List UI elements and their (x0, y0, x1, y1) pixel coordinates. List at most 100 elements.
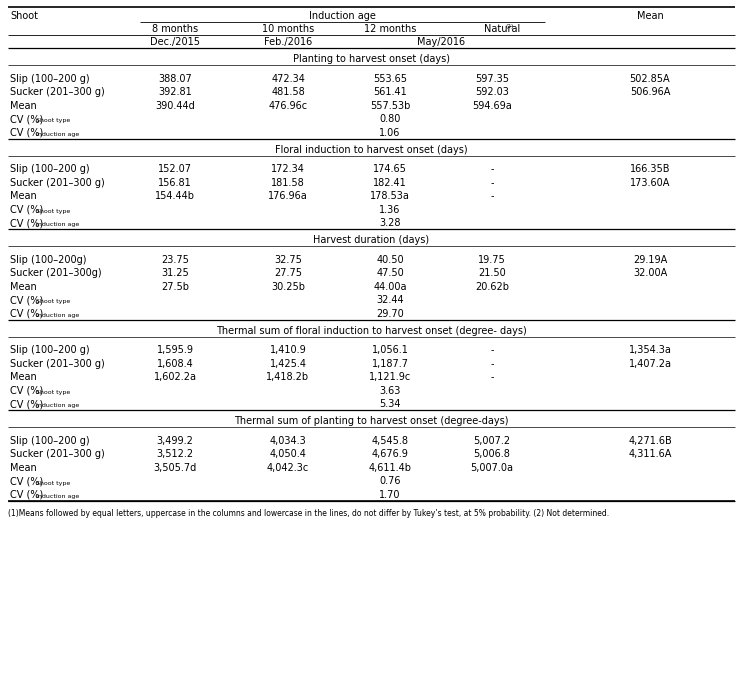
Text: Slip (100–200 g): Slip (100–200 g) (10, 164, 90, 174)
Text: 166.35B: 166.35B (630, 164, 670, 174)
Text: 154.44b: 154.44b (155, 191, 195, 201)
Text: 32.44: 32.44 (376, 295, 403, 305)
Text: 27.5b: 27.5b (161, 282, 189, 292)
Text: -: - (490, 372, 494, 382)
Text: Shoot type: Shoot type (36, 390, 71, 395)
Text: CV (%): CV (%) (10, 490, 43, 499)
Text: 182.41: 182.41 (373, 178, 407, 188)
Text: CV (%): CV (%) (10, 295, 43, 305)
Text: 388.07: 388.07 (158, 74, 192, 84)
Text: (1)Means followed by equal letters, uppercase in the columns and lowercase in th: (1)Means followed by equal letters, uppe… (8, 509, 609, 518)
Text: 0.76: 0.76 (379, 476, 400, 486)
Text: 4,611.4b: 4,611.4b (369, 463, 412, 473)
Text: 1,121.9c: 1,121.9c (369, 372, 411, 382)
Text: 1.70: 1.70 (379, 490, 400, 499)
Text: 19.75: 19.75 (478, 255, 506, 264)
Text: Harvest duration (days): Harvest duration (days) (314, 235, 429, 245)
Text: Sucker (201–300 g): Sucker (201–300 g) (10, 87, 105, 97)
Text: Thermal sum of planting to harvest onset (degree-days): Thermal sum of planting to harvest onset… (234, 416, 509, 426)
Text: 1,410.9: 1,410.9 (270, 345, 306, 355)
Text: 1,425.4: 1,425.4 (270, 359, 307, 369)
Text: 32.00A: 32.00A (633, 268, 667, 278)
Text: Mean: Mean (10, 282, 36, 292)
Text: Induction age: Induction age (309, 11, 376, 21)
Text: 3,505.7d: 3,505.7d (153, 463, 197, 473)
Text: 3.63: 3.63 (380, 385, 400, 396)
Text: 390.44d: 390.44d (155, 100, 195, 111)
Text: Floral induction to harvest onset (days): Floral induction to harvest onset (days) (275, 144, 468, 155)
Text: Sucker (201–300 g): Sucker (201–300 g) (10, 359, 105, 369)
Text: -: - (490, 359, 494, 369)
Text: 29.70: 29.70 (376, 308, 404, 319)
Text: 561.41: 561.41 (373, 87, 407, 97)
Text: 40.50: 40.50 (376, 255, 403, 264)
Text: -: - (490, 191, 494, 201)
Text: 1,608.4: 1,608.4 (157, 359, 193, 369)
Text: CV (%): CV (%) (10, 308, 43, 319)
Text: -: - (490, 178, 494, 188)
Text: 597.35: 597.35 (475, 74, 509, 84)
Text: CV (%): CV (%) (10, 399, 43, 409)
Text: 502.85A: 502.85A (629, 74, 670, 84)
Text: CV (%): CV (%) (10, 128, 43, 137)
Text: 506.96A: 506.96A (630, 87, 670, 97)
Text: 3,512.2: 3,512.2 (157, 449, 194, 459)
Text: 4,311.6A: 4,311.6A (629, 449, 672, 459)
Text: Shoot: Shoot (10, 11, 38, 21)
Text: 0.80: 0.80 (380, 114, 400, 124)
Text: Induction age: Induction age (36, 403, 80, 409)
Text: 5,007.2: 5,007.2 (473, 436, 510, 446)
Text: Sucker (201–300 g): Sucker (201–300 g) (10, 449, 105, 459)
Text: 1,056.1: 1,056.1 (372, 345, 409, 355)
Text: 47.50: 47.50 (376, 268, 404, 278)
Text: -: - (490, 345, 494, 355)
Text: (2): (2) (506, 24, 514, 29)
Text: 23.75: 23.75 (161, 255, 189, 264)
Text: 1,602.2a: 1,602.2a (154, 372, 196, 382)
Text: 5,007.0a: 5,007.0a (470, 463, 513, 473)
Text: 29.19A: 29.19A (633, 255, 667, 264)
Text: Sucker (201–300 g): Sucker (201–300 g) (10, 178, 105, 188)
Text: 20.62b: 20.62b (475, 282, 509, 292)
Text: 178.53a: 178.53a (370, 191, 410, 201)
Text: 481.58: 481.58 (271, 87, 305, 97)
Text: CV (%): CV (%) (10, 218, 43, 228)
Text: Induction age: Induction age (36, 313, 80, 318)
Text: Natural: Natural (484, 24, 520, 34)
Text: 4,545.8: 4,545.8 (372, 436, 409, 446)
Text: Induction age: Induction age (36, 223, 80, 227)
Text: Sucker (201–300g): Sucker (201–300g) (10, 268, 102, 278)
Text: 1,187.7: 1,187.7 (372, 359, 409, 369)
Text: 173.60A: 173.60A (630, 178, 670, 188)
Text: 594.69a: 594.69a (472, 100, 512, 111)
Text: Shoot type: Shoot type (36, 480, 71, 486)
Text: 392.81: 392.81 (158, 87, 192, 97)
Text: Slip (100–200g): Slip (100–200g) (10, 255, 86, 264)
Text: 1,595.9: 1,595.9 (157, 345, 193, 355)
Text: 30.25b: 30.25b (271, 282, 305, 292)
Text: 1,354.3a: 1,354.3a (629, 345, 672, 355)
Text: 4,034.3: 4,034.3 (270, 436, 306, 446)
Text: 31.25: 31.25 (161, 268, 189, 278)
Text: May/2016: May/2016 (417, 37, 465, 47)
Text: Shoot type: Shoot type (36, 209, 71, 214)
Text: 12 months: 12 months (364, 24, 416, 34)
Text: 1,407.2a: 1,407.2a (629, 359, 672, 369)
Text: 476.96c: 476.96c (268, 100, 308, 111)
Text: 174.65: 174.65 (373, 164, 407, 174)
Text: 27.75: 27.75 (274, 268, 302, 278)
Text: Mean: Mean (10, 463, 36, 473)
Text: Feb./2016: Feb./2016 (264, 37, 312, 47)
Text: Planting to harvest onset (days): Planting to harvest onset (days) (293, 54, 450, 64)
Text: 10 months: 10 months (262, 24, 314, 34)
Text: CV (%): CV (%) (10, 476, 43, 486)
Text: Mean: Mean (637, 11, 663, 21)
Text: 8 months: 8 months (152, 24, 198, 34)
Text: 592.03: 592.03 (475, 87, 509, 97)
Text: 4,271.6B: 4,271.6B (628, 436, 672, 446)
Text: Slip (100–200 g): Slip (100–200 g) (10, 345, 90, 355)
Text: 32.75: 32.75 (274, 255, 302, 264)
Text: 156.81: 156.81 (158, 178, 192, 188)
Text: 176.96a: 176.96a (268, 191, 308, 201)
Text: 3,499.2: 3,499.2 (157, 436, 193, 446)
